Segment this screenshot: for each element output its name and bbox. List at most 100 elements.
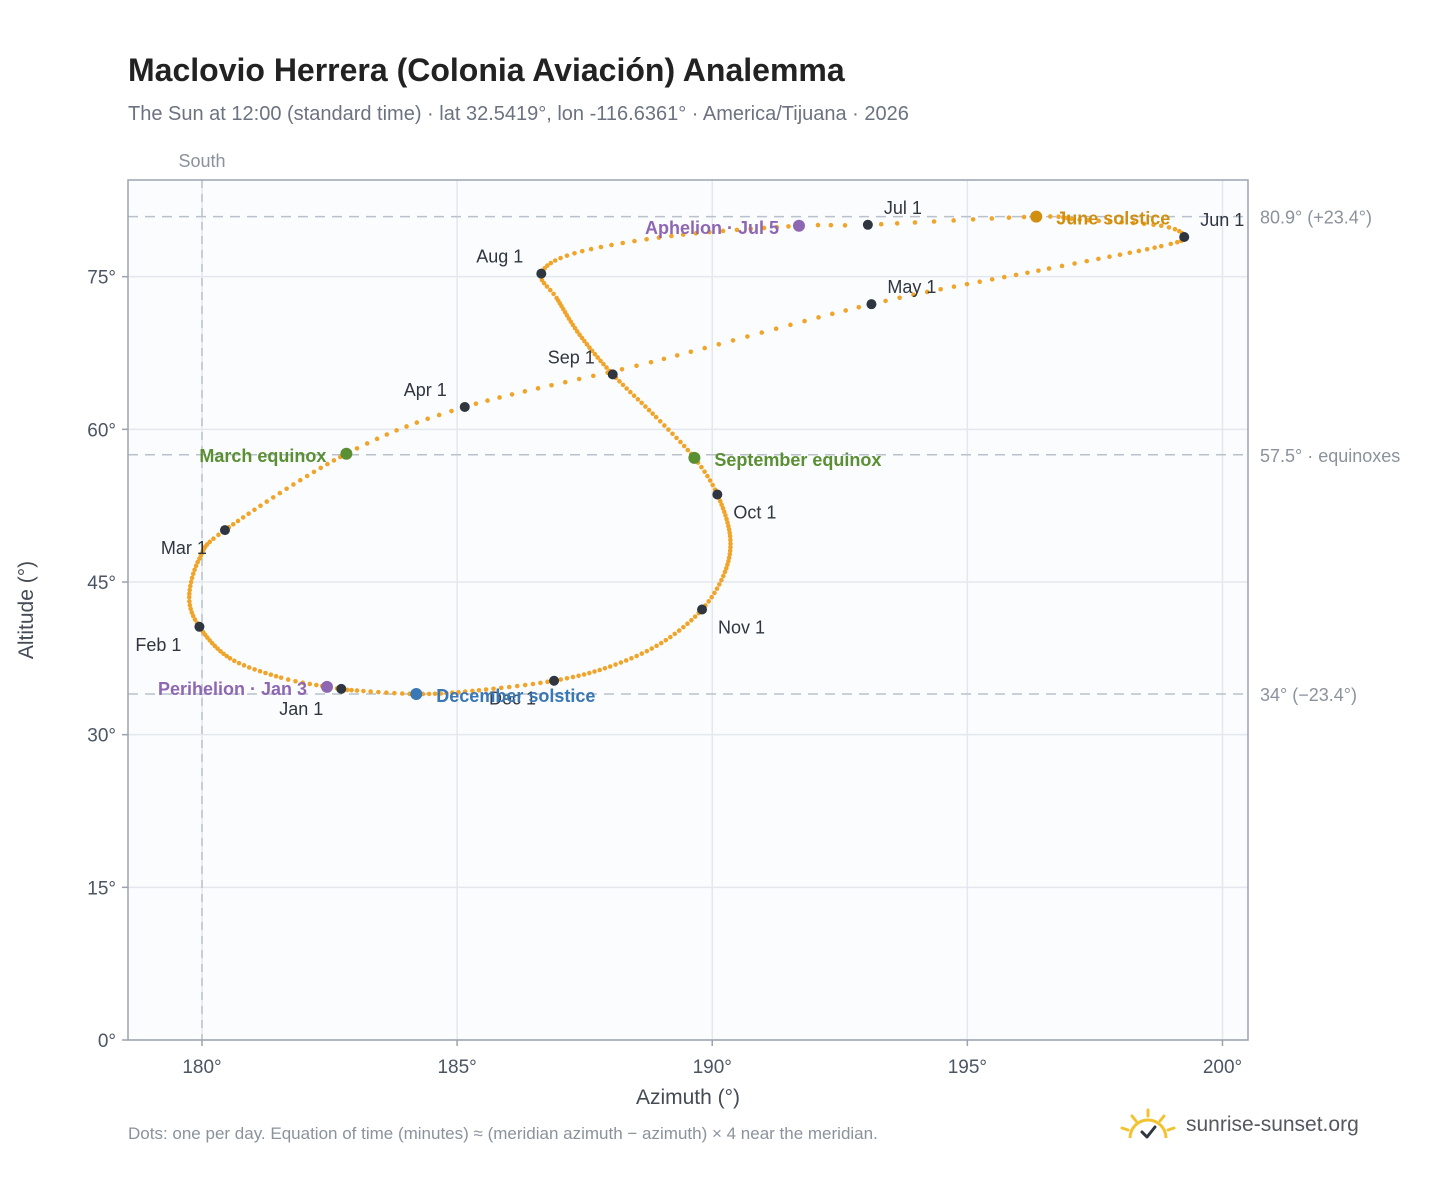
daily-dot [547, 287, 553, 293]
daily-dot [618, 660, 624, 665]
daily-dot [632, 238, 637, 244]
daily-dot [648, 359, 654, 365]
daily-dot [661, 356, 667, 362]
daily-dot [263, 670, 268, 676]
daily-dot [1144, 246, 1150, 252]
daily-dot [236, 660, 242, 666]
daily-dot [506, 684, 512, 690]
daily-dot [293, 678, 298, 684]
daily-dot [307, 681, 313, 687]
reference-line-label: 80.9° (+23.4°) [1260, 208, 1372, 228]
daily-dot [522, 389, 528, 394]
daily-dot [470, 688, 475, 694]
daily-dot [598, 244, 604, 250]
daily-dot [724, 516, 729, 522]
event-label: March equinox [199, 446, 326, 466]
daily-dot [639, 651, 645, 656]
daily-dot [189, 575, 195, 581]
daily-dot [449, 690, 455, 696]
daily-dot [1158, 223, 1164, 229]
daily-dot [646, 407, 652, 413]
month-marker [536, 268, 547, 279]
daily-dot [631, 393, 637, 399]
daily-dot [1084, 258, 1090, 264]
daily-dot [602, 666, 608, 671]
daily-dot [912, 220, 918, 225]
daily-dot [273, 673, 279, 679]
daily-dot [643, 404, 648, 409]
page-subtitle: The Sun at 12:00 (standard time) · lat 3… [128, 103, 909, 125]
daily-dot [726, 555, 732, 561]
y-tick-label: 30° [87, 726, 116, 747]
daily-dot [384, 690, 389, 695]
daily-dot [216, 532, 221, 538]
event-label: Perihelion · Jan 3 [158, 679, 307, 699]
daily-dot [300, 680, 306, 685]
event-marker [320, 680, 333, 693]
daily-dot [657, 419, 663, 424]
month-marker [219, 525, 230, 536]
event-label: September equinox [714, 450, 881, 470]
month-marker [459, 401, 470, 412]
daily-dot [931, 219, 937, 224]
daily-dot [658, 640, 664, 646]
daily-dot [720, 505, 726, 511]
daily-dot [745, 334, 750, 339]
daily-dot [277, 490, 283, 496]
daily-dot [246, 665, 252, 670]
daily-dot [572, 250, 577, 256]
daily-dot [595, 355, 600, 360]
daily-dot [668, 634, 673, 640]
daily-dot [297, 477, 303, 483]
daily-dot [192, 567, 197, 573]
daily-dot [843, 308, 848, 313]
daily-dot [721, 509, 727, 515]
daily-dot [681, 624, 686, 630]
daily-dot [717, 582, 722, 587]
daily-dot [530, 681, 536, 687]
daily-dot [545, 679, 550, 685]
daily-dot [364, 441, 370, 446]
daily-dot [670, 431, 675, 437]
daily-dot [649, 646, 655, 651]
month-marker [607, 369, 618, 380]
daily-dot [425, 416, 430, 422]
daily-dot [897, 295, 902, 301]
daily-dot [581, 672, 587, 677]
daily-dot [576, 376, 582, 382]
daily-dot [709, 594, 714, 600]
daily-dot [620, 382, 626, 388]
daily-dot [1117, 252, 1123, 257]
month-marker [1179, 231, 1190, 242]
month-label: May 1 [887, 277, 936, 297]
daily-dot [726, 527, 732, 532]
daily-dot [699, 464, 704, 470]
daily-dot [623, 658, 629, 663]
daily-dot [426, 691, 432, 697]
daily-dot [970, 217, 976, 222]
daily-dot [727, 548, 733, 554]
daily-dot [564, 253, 570, 258]
daily-dot [656, 235, 662, 240]
daily-dot [601, 361, 606, 367]
daily-dot [951, 218, 956, 223]
daily-dot [589, 348, 595, 354]
footnote: Dots: one per day. Equation of time (min… [128, 1124, 878, 1143]
brand[interactable]: sunrise-sunset.org [1120, 1103, 1359, 1147]
daily-dot [582, 338, 587, 344]
daily-dot [688, 349, 694, 355]
daily-dot [1046, 266, 1052, 271]
daily-dot [727, 533, 733, 539]
meridian-label: South [178, 151, 225, 171]
daily-dot [726, 558, 731, 564]
daily-dot [722, 569, 728, 575]
daily-dot [607, 664, 613, 669]
daily-dot [1001, 274, 1007, 280]
daily-dot [189, 610, 195, 615]
daily-dot [689, 617, 694, 623]
daily-dot [911, 292, 916, 298]
daily-dot [499, 685, 504, 691]
daily-dot [1025, 270, 1030, 276]
daily-dot [331, 458, 337, 463]
daily-dot [304, 473, 310, 479]
